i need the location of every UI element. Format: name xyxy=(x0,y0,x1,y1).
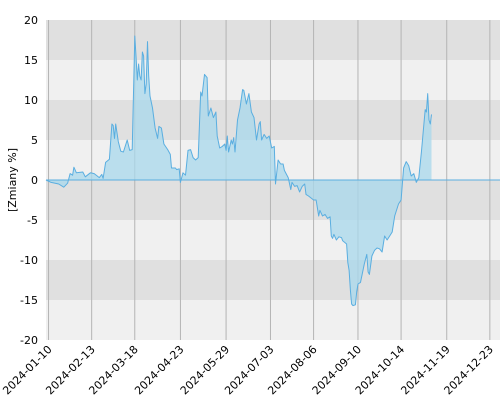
grid-band xyxy=(46,260,500,300)
x-axis-tick-labels: 2024-01-102024-02-132024-03-182024-04-23… xyxy=(0,343,496,397)
grid-band xyxy=(46,180,500,220)
y-tick-label: 20 xyxy=(24,14,38,27)
y-axis-label: [Zmiany %] xyxy=(6,148,19,212)
y-tick-label: -10 xyxy=(20,254,38,267)
grid-band xyxy=(46,60,500,100)
y-tick-label: -15 xyxy=(20,294,38,307)
y-tick-label: -5 xyxy=(27,214,38,227)
y-tick-label: 15 xyxy=(24,54,38,67)
series-line xyxy=(45,35,432,307)
y-tick-label: -20 xyxy=(20,334,38,347)
y-tick-label: 10 xyxy=(24,94,38,107)
grid-band xyxy=(46,20,500,60)
grid-band xyxy=(46,220,500,260)
y-tick-label: 5 xyxy=(31,134,38,147)
area-fill xyxy=(46,36,432,306)
grid-band xyxy=(46,300,500,340)
y-axis-tick-labels: 20 15 10 5 0 -5 -10 -15 -20 xyxy=(20,14,38,347)
y-tick-label: 0 xyxy=(31,174,38,187)
